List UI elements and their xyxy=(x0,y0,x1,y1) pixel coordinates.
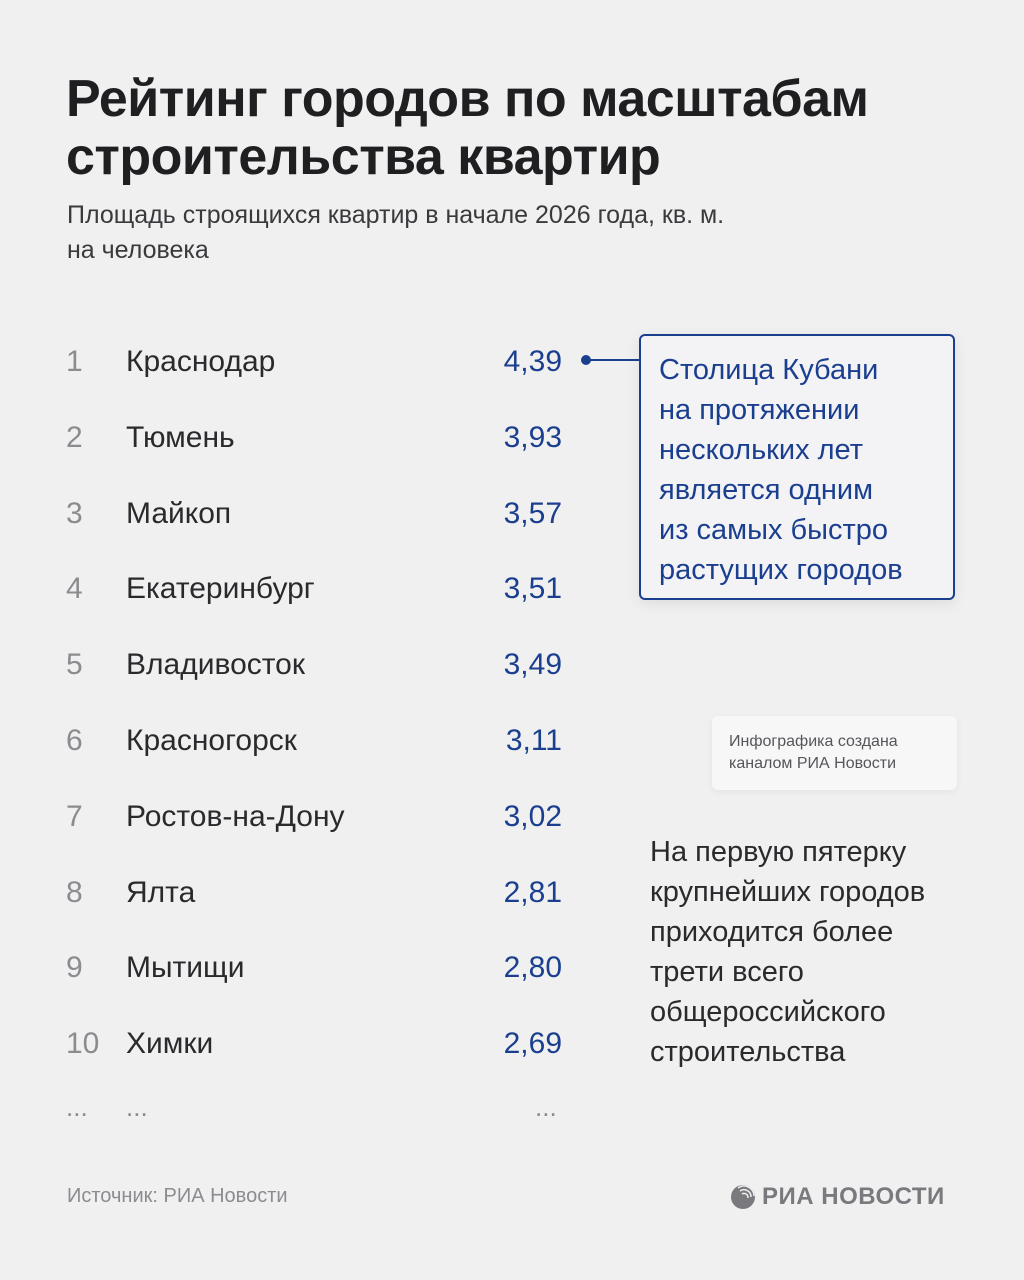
value: 4,39 xyxy=(503,345,562,378)
city: Ялта xyxy=(126,875,196,909)
table-row: 6 Красногорск 3,11 xyxy=(0,721,600,761)
callout-line: из самых быстро xyxy=(659,514,889,546)
rank: 9 xyxy=(66,951,83,985)
credit-badge: Инфографика создана каналом РИА Новости xyxy=(712,716,957,790)
note-line: строительства xyxy=(650,1036,846,1068)
city: Мытищи xyxy=(126,951,245,985)
value: 3,57 xyxy=(503,496,562,530)
callout-dot xyxy=(581,355,591,365)
table-row: 5 Владивосток 3,49 xyxy=(0,645,600,685)
city: Ростов-на-Дону xyxy=(126,799,345,833)
city: Екатеринбург xyxy=(126,572,315,606)
rank: 1 xyxy=(66,345,83,378)
value: 3,02 xyxy=(503,799,562,833)
callout-line: нескольких лет xyxy=(659,434,863,466)
note-line: приходится более xyxy=(650,916,894,948)
city: Майкоп xyxy=(126,496,232,530)
rank: 7 xyxy=(66,799,83,833)
rank: 5 xyxy=(66,648,83,682)
rank: 3 xyxy=(66,496,83,530)
value: 2,69 xyxy=(503,1027,562,1061)
value: 2,80 xyxy=(503,951,562,985)
rank: 8 xyxy=(66,875,83,909)
logo-text: РИА НОВОСТИ xyxy=(762,1183,945,1210)
subtitle-line: Площадь строящихся квартир в начале 2026… xyxy=(67,201,725,229)
subtitle: Площадь строящихся квартир в начале 2026… xyxy=(67,198,827,268)
title-line: Рейтинг городов по масштабам xyxy=(66,70,869,128)
table-row: 8 Ялта 2,81 xyxy=(0,873,600,913)
city: Химки xyxy=(126,1027,214,1061)
rank: 6 xyxy=(66,724,83,757)
rank: 4 xyxy=(66,572,83,606)
rank: 2 xyxy=(66,420,83,454)
callout-line: растущих городов xyxy=(659,554,903,586)
table-row: 3 Майкоп 3,57 xyxy=(0,494,600,534)
ellipsis-city: ... xyxy=(126,1092,148,1122)
callout-line: на протяжении xyxy=(659,394,860,426)
table-row: 4 Екатеринбург 3,51 xyxy=(0,569,600,609)
value: 3,11 xyxy=(505,724,562,757)
city: Владивосток xyxy=(126,648,305,682)
table-row: 9 Мытищи 2,80 xyxy=(0,948,600,988)
side-note: На первую пятерку крупнейших городов при… xyxy=(650,832,980,1072)
callout-box: Столица Кубани на протяжении нескольких … xyxy=(639,334,955,600)
value: 3,93 xyxy=(503,420,562,454)
title-line: строительства квартир xyxy=(66,128,661,186)
rank: 10 xyxy=(66,1027,100,1061)
table-row: 1 Краснодар 4,39 xyxy=(0,342,600,382)
city: Краснодар xyxy=(126,345,276,378)
table-row: 2 Тюмень 3,93 xyxy=(0,418,600,458)
subtitle-line: на человека xyxy=(67,236,209,264)
value: 2,81 xyxy=(503,875,562,909)
credit-line: Инфографика создана xyxy=(729,733,898,750)
source-text: Источник: РИА Новости xyxy=(67,1185,288,1207)
value: 3,51 xyxy=(503,572,562,606)
ellipsis-rank: ... xyxy=(66,1092,88,1122)
note-line: трети всего xyxy=(650,956,804,988)
city: Красногорск xyxy=(126,724,297,757)
table-row: 10 Химки 2,69 xyxy=(0,1024,600,1064)
note-line: крупнейших городов xyxy=(650,876,926,908)
callout-line: Столица Кубани xyxy=(659,354,879,386)
credit-line: каналом РИА Новости xyxy=(729,755,897,772)
note-line: На первую пятерку xyxy=(650,836,907,868)
note-line: общероссийского xyxy=(650,996,886,1028)
page-title: Рейтинг городов по масштабам строительст… xyxy=(66,70,869,186)
city: Тюмень xyxy=(126,420,235,454)
ellipsis-value: ... xyxy=(535,1092,557,1122)
callout-connector xyxy=(582,359,640,361)
callout-line: является одним xyxy=(659,474,874,506)
value: 3,49 xyxy=(503,648,562,682)
table-row: 7 Ростов-на-Дону 3,02 xyxy=(0,797,600,837)
globe-icon xyxy=(731,1185,755,1209)
ria-logo: РИА НОВОСТИ xyxy=(730,1183,945,1211)
